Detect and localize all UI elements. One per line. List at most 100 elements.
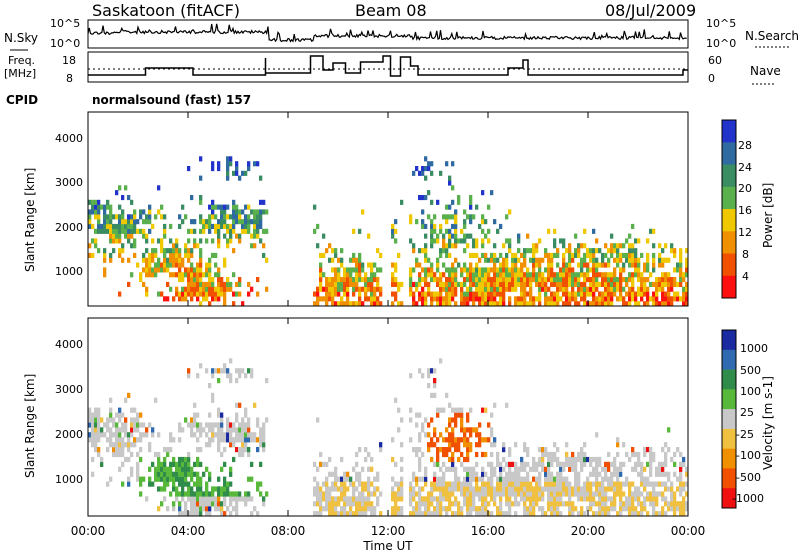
power-cell: [535, 248, 539, 254]
velocity-cell: [187, 511, 191, 517]
velocity-cell: [460, 506, 464, 512]
power-cell: [436, 238, 440, 244]
velocity-cell: [199, 511, 203, 517]
velocity-cell: [532, 466, 536, 472]
velocity-cell: [241, 442, 245, 448]
power-cell: [511, 277, 515, 283]
velocity-cell: [436, 451, 440, 458]
velocity-cell: [463, 432, 467, 438]
power-cell: [562, 272, 566, 278]
power-cell: [655, 281, 659, 287]
power-cell: [622, 301, 626, 307]
power-cell: [493, 257, 497, 263]
velocity-cell: [616, 466, 620, 472]
power-cell: [613, 257, 617, 263]
velocity-cell: [94, 422, 98, 428]
velocity-cell: [523, 442, 527, 448]
velocity-cell: [97, 417, 101, 423]
velocity-cell: [205, 511, 209, 517]
velocity-cell: [352, 486, 356, 492]
power-cell: [322, 252, 326, 258]
power-cell: [379, 267, 383, 273]
velocity-cell: [337, 511, 341, 517]
velocity-cell: [436, 407, 440, 413]
power-cell: [655, 301, 659, 307]
velocity-cell: [133, 442, 137, 448]
velocity-cell: [544, 466, 548, 472]
power-cell: [370, 272, 374, 278]
power-cell: [550, 272, 554, 278]
power-cell: [577, 281, 581, 287]
velocity-cell: [550, 491, 554, 497]
power-cell: [412, 291, 416, 297]
velocity-cell: [505, 511, 509, 517]
power-cell: [376, 301, 380, 307]
power-cell: [526, 248, 530, 254]
velocity-cell: [607, 481, 611, 487]
velocity-cell: [418, 368, 422, 374]
velocity-cell: [646, 481, 650, 487]
power-cell: [619, 286, 623, 292]
power-cell: [130, 214, 134, 220]
velocity-cell: [481, 481, 485, 487]
power-cell: [607, 272, 611, 278]
velocity-cell: [490, 427, 494, 433]
velocity-cell: [172, 471, 176, 477]
velocity-cell: [613, 461, 617, 467]
vel-cbar-swatch: [722, 369, 736, 390]
power-cell: [232, 219, 236, 225]
power-cell: [664, 257, 668, 263]
power-cell: [223, 223, 227, 229]
velocity-cell: [613, 506, 617, 512]
velocity-cell: [463, 486, 467, 492]
power-cell: [655, 296, 659, 302]
velocity-cell: [394, 461, 398, 467]
power-cell: [481, 228, 485, 234]
velocity-cell: [439, 466, 443, 472]
velocity-cell: [451, 437, 455, 443]
power-cell: [259, 223, 263, 229]
velocity-cell: [217, 486, 221, 492]
power-cell: [238, 233, 242, 239]
velocity-cell: [367, 481, 371, 487]
velocity-cell: [391, 486, 395, 492]
velocity-cell: [568, 466, 572, 472]
power-cell: [184, 252, 188, 258]
velocity-cell: [643, 496, 647, 502]
velocity-cell: [190, 501, 194, 507]
power-cell: [466, 233, 470, 239]
power-cell: [514, 267, 518, 273]
velocity-cell: [91, 442, 95, 448]
velocity-cell: [196, 486, 200, 492]
velocity-cell: [178, 437, 182, 443]
velocity-cell: [496, 451, 500, 458]
velocity-cell: [541, 447, 545, 453]
velocity-cell: [142, 432, 146, 438]
velocity-cell: [430, 392, 434, 398]
noise-panel: N.Sky 10^5 10^0 10^5 10^0 N.Search: [4, 17, 799, 51]
power-cell: [547, 257, 551, 263]
velocity-cell: [259, 461, 263, 467]
velocity-cell: [109, 397, 113, 403]
power-cell: [262, 228, 266, 234]
power-cell: [649, 296, 653, 302]
velocity-cell: [487, 491, 491, 497]
power-cell: [169, 262, 173, 268]
velocity-cell: [223, 437, 227, 443]
velocity-cell: [580, 461, 584, 467]
power-cell: [421, 301, 425, 307]
power-cell: [430, 277, 434, 283]
velocity-cell: [232, 496, 236, 502]
velocity-cell: [409, 511, 413, 517]
power-cell: [166, 281, 170, 287]
power-cell: [592, 262, 596, 268]
velocity-cell: [463, 481, 467, 487]
power-cell: [313, 301, 317, 307]
velocity-cell: [211, 486, 215, 492]
velocity-cell: [181, 466, 185, 472]
power-cell: [145, 219, 149, 225]
power-cbar-tick-28: 28: [738, 139, 752, 152]
power-cell: [160, 267, 164, 273]
velocity-cell: [106, 427, 110, 433]
velocity-cell: [178, 481, 182, 487]
